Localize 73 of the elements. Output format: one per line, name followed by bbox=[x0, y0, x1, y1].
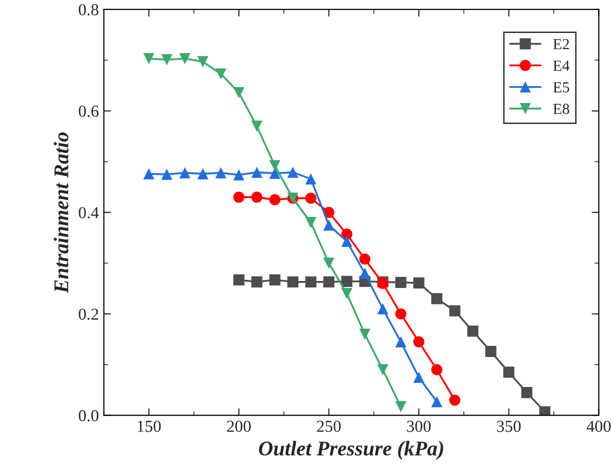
point bbox=[431, 396, 442, 408]
point bbox=[179, 53, 190, 64]
point bbox=[251, 276, 262, 288]
point bbox=[269, 274, 280, 286]
point bbox=[269, 168, 280, 179]
legend-label: E8 bbox=[553, 104, 570, 114]
point bbox=[251, 120, 262, 132]
y-tick-label: 0.4 bbox=[78, 207, 99, 218]
point bbox=[341, 236, 352, 247]
point bbox=[305, 173, 316, 184]
point bbox=[179, 167, 190, 178]
point bbox=[413, 336, 424, 348]
x-tick-label: 350 bbox=[497, 420, 521, 432]
point bbox=[341, 276, 352, 287]
legend-label: E5 bbox=[553, 82, 570, 92]
point bbox=[287, 276, 298, 288]
point bbox=[143, 168, 154, 180]
point bbox=[233, 274, 244, 286]
point bbox=[395, 276, 406, 288]
point bbox=[269, 160, 280, 172]
point bbox=[359, 268, 370, 279]
point bbox=[287, 166, 298, 178]
point bbox=[233, 87, 244, 98]
point bbox=[359, 328, 370, 340]
y-tick-label: 0.6 bbox=[78, 106, 99, 117]
y-tick-label: 0.2 bbox=[78, 308, 98, 320]
point bbox=[431, 364, 442, 376]
point bbox=[251, 166, 262, 178]
point bbox=[305, 192, 316, 204]
x-axis-title: Outlet Pressure (kPa) bbox=[258, 440, 444, 460]
point bbox=[323, 276, 334, 288]
point bbox=[161, 168, 172, 180]
point bbox=[449, 394, 460, 406]
point bbox=[395, 401, 406, 412]
point bbox=[233, 169, 244, 180]
point bbox=[143, 53, 154, 64]
point bbox=[395, 308, 406, 320]
x-tick-label: 250 bbox=[317, 420, 341, 432]
x-tick-label: 400 bbox=[586, 420, 611, 432]
x-tick-label: 150 bbox=[138, 420, 161, 432]
point bbox=[485, 346, 496, 357]
point bbox=[341, 288, 352, 300]
point bbox=[323, 220, 334, 231]
y-axis-title: Entrainment Ratio bbox=[54, 132, 68, 294]
point bbox=[197, 168, 208, 180]
x-tick-label: 200 bbox=[227, 420, 251, 432]
point bbox=[539, 406, 550, 416]
legend-label: E2 bbox=[553, 39, 569, 50]
point bbox=[233, 192, 244, 203]
point bbox=[449, 305, 460, 316]
legend-label: E4 bbox=[553, 60, 570, 71]
point bbox=[521, 386, 532, 398]
y-tick-label: 0.8 bbox=[78, 4, 98, 16]
point bbox=[269, 194, 280, 206]
point bbox=[377, 364, 388, 376]
point bbox=[467, 326, 478, 337]
point bbox=[305, 216, 316, 228]
point bbox=[395, 336, 406, 348]
point bbox=[413, 372, 424, 383]
point bbox=[197, 56, 208, 68]
point bbox=[359, 254, 370, 265]
point bbox=[161, 54, 172, 66]
y-tick-label: 0.0 bbox=[78, 410, 98, 422]
point bbox=[251, 192, 262, 203]
point bbox=[377, 303, 388, 314]
point bbox=[413, 277, 424, 288]
point bbox=[215, 167, 226, 178]
point bbox=[503, 366, 514, 378]
x-tick-label: 300 bbox=[407, 420, 431, 432]
point bbox=[323, 258, 334, 269]
point bbox=[215, 68, 226, 80]
point bbox=[305, 276, 316, 288]
point bbox=[431, 293, 442, 304]
